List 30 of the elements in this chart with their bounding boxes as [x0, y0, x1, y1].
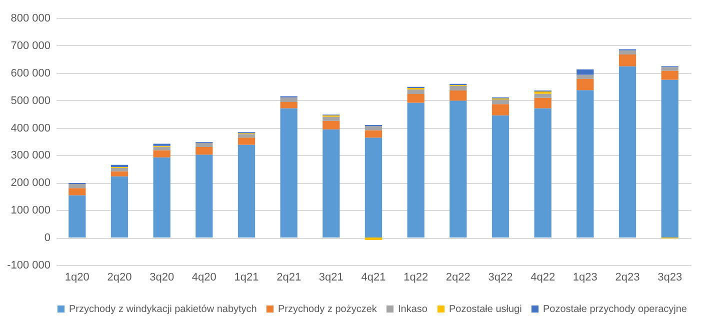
x-tick-label: 2q21 [276, 272, 302, 284]
x-tick-label: 3q23 [658, 272, 682, 284]
y-tick-label: 600 000 [10, 67, 50, 80]
y-tick-label: 400 000 [10, 122, 50, 134]
legend-label: Przychody z windykacji pakietów nabytych [69, 304, 257, 315]
x-tick-label: 3q22 [488, 272, 513, 284]
legend-label: Inkaso [398, 304, 428, 315]
x-tick-label: 1q20 [64, 272, 90, 284]
x-tick-label: 2q20 [107, 272, 132, 284]
x-tick-label: 3q20 [150, 272, 174, 284]
y-tick-label: -100 000 [7, 260, 50, 272]
legend-label: Pozostałe usługi [449, 304, 522, 315]
x-tick-label: 1q23 [572, 272, 598, 284]
y-tick-label: 500 000 [10, 94, 50, 107]
y-tick-label: 0 [44, 232, 50, 244]
x-tick-label: 4q21 [361, 272, 386, 284]
y-tick-label: 100 000 [10, 204, 50, 217]
y-tick-label: 200 000 [10, 177, 50, 190]
x-tick-label: 2q23 [615, 272, 640, 284]
y-tick-label: 700 000 [10, 40, 50, 52]
legend-label: Pozostałe przychody operacyjne [543, 304, 688, 315]
x-tick-label: 1q21 [234, 272, 259, 284]
y-tick-label: 800 000 [10, 12, 50, 24]
legend-label: Przychody z pożyczek [278, 304, 378, 315]
x-tick-label: 4q20 [192, 272, 216, 284]
y-tick-label: 300 000 [10, 150, 50, 162]
x-tick-label: 2q22 [446, 272, 470, 284]
x-tick-label: 4q22 [530, 272, 556, 284]
x-tick-label: 3q21 [318, 272, 344, 284]
x-tick-label: 1q22 [404, 272, 428, 284]
